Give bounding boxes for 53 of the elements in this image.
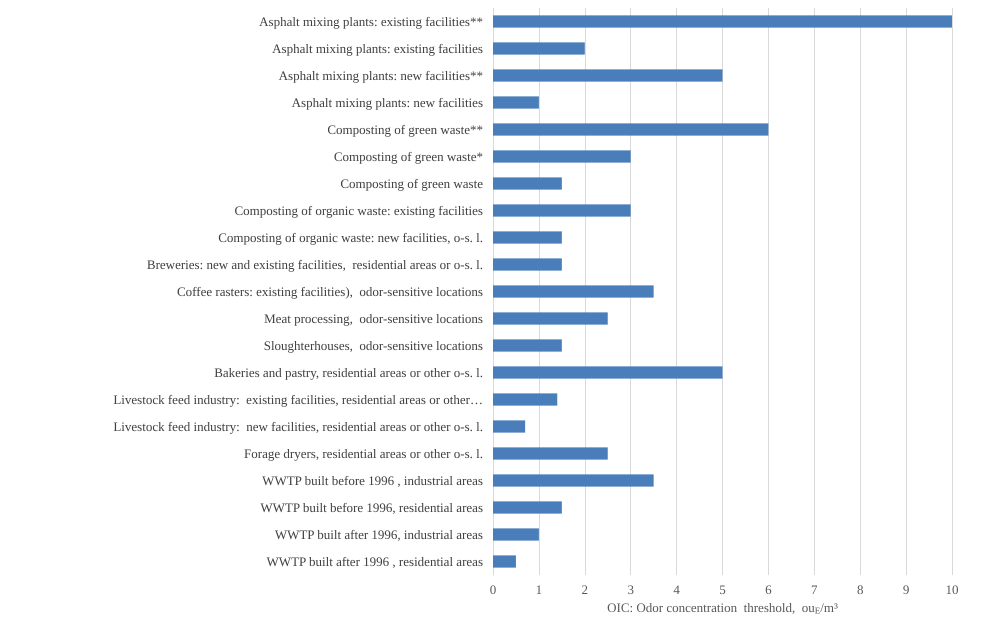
y-tick-label: Forage dryers, residential areas or other o-s. l. xyxy=(244,446,483,461)
y-tick-label: Composting of green waste** xyxy=(327,122,483,137)
bar xyxy=(493,312,608,325)
y-tick-label: Composting of green waste xyxy=(340,176,484,191)
y-tick-label: WWTP built before 1996 , industrial areas xyxy=(262,473,483,488)
y-tick-label: Composting of organic waste: new facilities, o-s. l. xyxy=(218,230,483,245)
x-tick-label: 10 xyxy=(946,582,958,597)
x-tick-label: 4 xyxy=(673,582,680,597)
y-tick-label: Asphalt mixing plants: new facilities xyxy=(292,95,483,110)
bar xyxy=(493,204,631,217)
bar xyxy=(493,258,562,271)
bar xyxy=(493,285,654,298)
x-tick-label: 7 xyxy=(811,582,818,597)
x-tick-label: 5 xyxy=(719,582,726,597)
bar xyxy=(493,474,654,487)
y-tick-label: WWTP built after 1996 , residential areas xyxy=(266,554,483,569)
x-tick-label: 0 xyxy=(490,582,496,597)
y-tick-label: Asphalt mixing plants: existing facilities xyxy=(272,41,483,56)
y-tick-label: Livestock feed industry: new facilities, residential areas or other o-s. l. xyxy=(113,419,483,434)
y-tick-label: Coffee rasters: existing facilities), odor-sensitive locations xyxy=(176,284,483,299)
bar xyxy=(493,555,516,568)
x-tick-label: 2 xyxy=(582,582,588,597)
bar xyxy=(493,96,539,109)
y-tick-label: Livestock feed industry: existing facilities, residential areas or other… xyxy=(113,392,483,407)
x-tick-label: 6 xyxy=(765,582,772,597)
y-tick-label: Composting of organic waste: existing facilities xyxy=(234,203,483,218)
bar xyxy=(493,447,608,460)
bar xyxy=(493,528,539,541)
y-tick-label: Asphalt mixing plants: new facilities** xyxy=(278,68,483,83)
bar xyxy=(493,231,562,244)
y-tick-label: Bakeries and pastry, residential areas or other o-s. l. xyxy=(214,365,483,380)
bar xyxy=(493,150,631,163)
x-tick-label: 8 xyxy=(856,582,864,597)
bar xyxy=(493,339,562,352)
bar xyxy=(493,420,526,433)
x-tick-label: 9 xyxy=(902,582,910,597)
y-tick-label: Asphalt mixing plants: existing facilities** xyxy=(259,14,483,29)
y-tick-label: Breweries: new and existing facilities, residential areas or o-s. l. xyxy=(146,257,483,272)
y-tick-label: WWTP built after 1996, industrial areas xyxy=(274,527,483,542)
x-tick-label: 3 xyxy=(627,582,634,597)
bar xyxy=(493,366,722,379)
bar xyxy=(493,123,768,136)
bar xyxy=(493,69,722,82)
bar xyxy=(493,393,558,406)
y-tick-label: Composting of green waste* xyxy=(334,149,483,164)
bar xyxy=(493,15,952,28)
y-tick-label: Sloughterhouses, odor-sensitive locations xyxy=(264,338,483,353)
bar xyxy=(493,42,585,55)
x-tick-label: 1 xyxy=(536,582,542,597)
y-tick-label: Meat processing, odor-sensitive locations xyxy=(264,311,483,326)
y-tick-label: WWTP built before 1996, residential areas xyxy=(260,500,483,515)
bar xyxy=(493,177,562,190)
bar xyxy=(493,501,562,514)
